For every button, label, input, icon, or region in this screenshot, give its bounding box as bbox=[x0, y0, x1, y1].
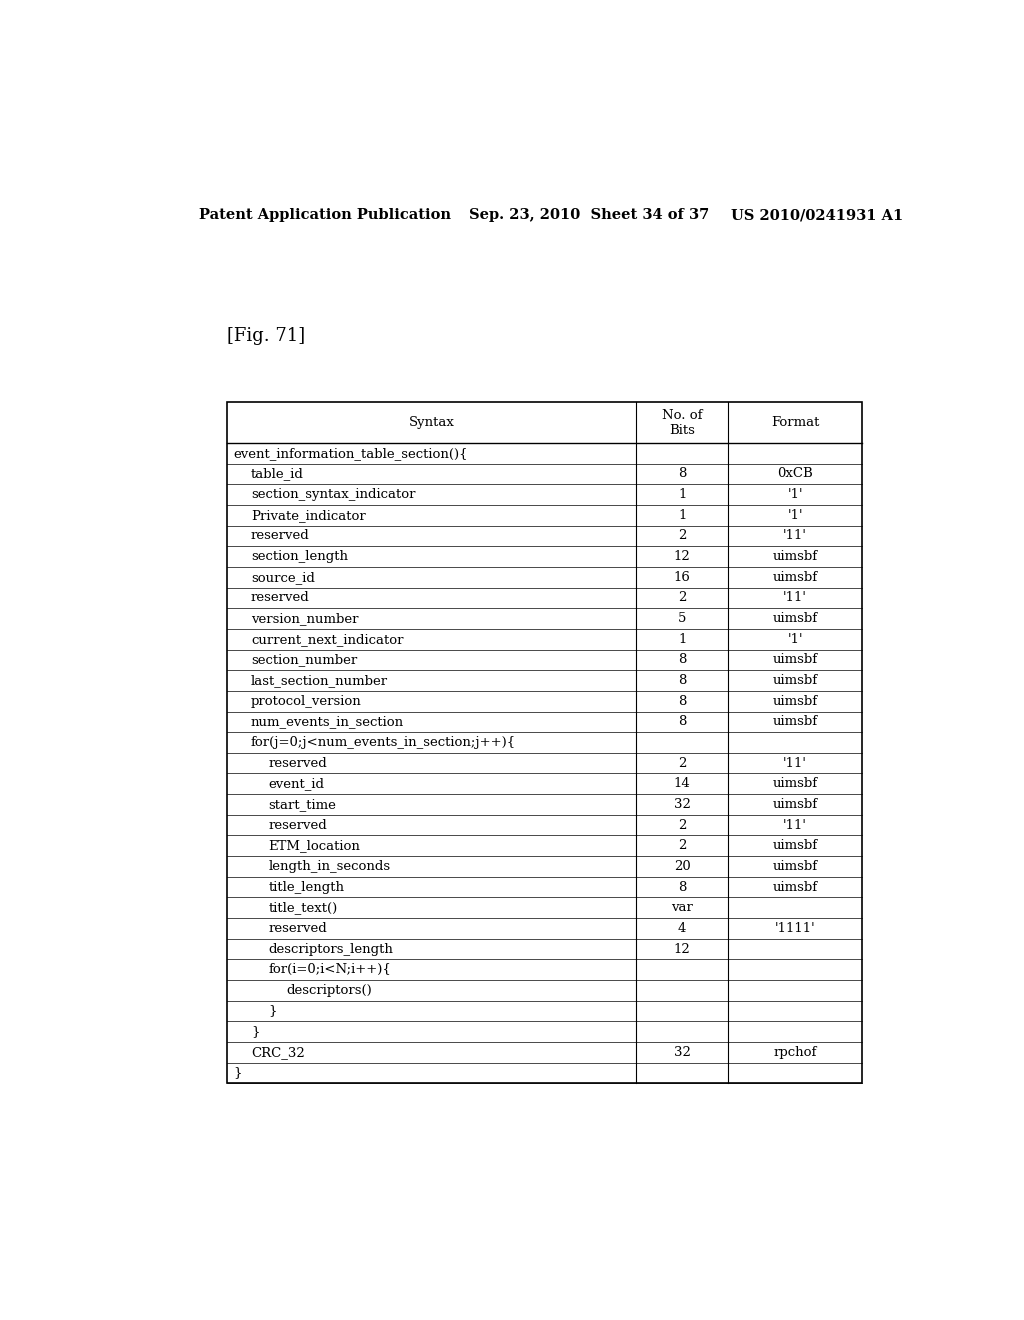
Text: 32: 32 bbox=[674, 799, 690, 810]
Text: uimsbf: uimsbf bbox=[772, 653, 817, 667]
Text: 1: 1 bbox=[678, 488, 686, 502]
Text: 20: 20 bbox=[674, 859, 690, 873]
Text: 8: 8 bbox=[678, 467, 686, 480]
Text: }: } bbox=[268, 1005, 276, 1018]
Text: descriptors(): descriptors() bbox=[286, 983, 372, 997]
Text: source_id: source_id bbox=[251, 570, 315, 583]
Text: reserved: reserved bbox=[268, 921, 328, 935]
Text: table_id: table_id bbox=[251, 467, 304, 480]
Text: 4: 4 bbox=[678, 921, 686, 935]
Text: '1': '1' bbox=[787, 488, 803, 502]
Text: descriptors_length: descriptors_length bbox=[268, 942, 393, 956]
Text: section_syntax_indicator: section_syntax_indicator bbox=[251, 488, 416, 502]
Text: section_number: section_number bbox=[251, 653, 357, 667]
Text: reserved: reserved bbox=[268, 756, 328, 770]
Text: '1111': '1111' bbox=[775, 921, 815, 935]
Text: 12: 12 bbox=[674, 942, 690, 956]
Text: for(i=0;i<N;i++){: for(i=0;i<N;i++){ bbox=[268, 964, 391, 977]
Text: event_information_table_section(){: event_information_table_section(){ bbox=[233, 446, 468, 459]
Text: uimsbf: uimsbf bbox=[772, 799, 817, 810]
Text: '11': '11' bbox=[783, 529, 807, 543]
Text: last_section_number: last_section_number bbox=[251, 675, 388, 686]
Text: US 2010/0241931 A1: US 2010/0241931 A1 bbox=[731, 209, 903, 222]
Text: 1: 1 bbox=[678, 632, 686, 645]
Text: 32: 32 bbox=[674, 1045, 690, 1059]
Text: title_text(): title_text() bbox=[268, 902, 338, 915]
Text: CRC_32: CRC_32 bbox=[251, 1045, 305, 1059]
Text: 5: 5 bbox=[678, 612, 686, 626]
Text: No. of
Bits: No. of Bits bbox=[662, 409, 702, 437]
Text: 14: 14 bbox=[674, 777, 690, 791]
Text: uimsbf: uimsbf bbox=[772, 880, 817, 894]
Text: uimsbf: uimsbf bbox=[772, 840, 817, 853]
Text: num_events_in_section: num_events_in_section bbox=[251, 715, 404, 729]
Text: 8: 8 bbox=[678, 694, 686, 708]
Text: uimsbf: uimsbf bbox=[772, 570, 817, 583]
Text: '11': '11' bbox=[783, 591, 807, 605]
Text: Sep. 23, 2010  Sheet 34 of 37: Sep. 23, 2010 Sheet 34 of 37 bbox=[469, 209, 710, 222]
Text: 2: 2 bbox=[678, 840, 686, 853]
Text: length_in_seconds: length_in_seconds bbox=[268, 859, 390, 873]
Text: [Fig. 71]: [Fig. 71] bbox=[227, 327, 305, 346]
Text: start_time: start_time bbox=[268, 799, 336, 810]
Text: 0xCB: 0xCB bbox=[777, 467, 813, 480]
Text: Syntax: Syntax bbox=[409, 416, 455, 429]
Text: uimsbf: uimsbf bbox=[772, 777, 817, 791]
Text: 8: 8 bbox=[678, 653, 686, 667]
Text: ETM_location: ETM_location bbox=[268, 840, 360, 853]
Text: '11': '11' bbox=[783, 756, 807, 770]
Text: Format: Format bbox=[771, 416, 819, 429]
Text: for(j=0;j<num_events_in_section;j++){: for(j=0;j<num_events_in_section;j++){ bbox=[251, 737, 516, 748]
Text: 16: 16 bbox=[674, 570, 690, 583]
Text: current_next_indicator: current_next_indicator bbox=[251, 632, 403, 645]
Text: uimsbf: uimsbf bbox=[772, 694, 817, 708]
Text: 2: 2 bbox=[678, 818, 686, 832]
Text: reserved: reserved bbox=[268, 818, 328, 832]
Text: title_length: title_length bbox=[268, 880, 344, 894]
Text: 2: 2 bbox=[678, 591, 686, 605]
Text: uimsbf: uimsbf bbox=[772, 675, 817, 686]
Text: uimsbf: uimsbf bbox=[772, 612, 817, 626]
Text: uimsbf: uimsbf bbox=[772, 859, 817, 873]
Text: reserved: reserved bbox=[251, 591, 309, 605]
Text: 8: 8 bbox=[678, 675, 686, 686]
Bar bbox=[227, 403, 862, 1084]
Text: version_number: version_number bbox=[251, 612, 358, 626]
Text: 12: 12 bbox=[674, 550, 690, 564]
Text: uimsbf: uimsbf bbox=[772, 715, 817, 729]
Text: var: var bbox=[672, 902, 693, 915]
Text: 2: 2 bbox=[678, 756, 686, 770]
Text: section_length: section_length bbox=[251, 550, 348, 564]
Text: '11': '11' bbox=[783, 818, 807, 832]
Text: 8: 8 bbox=[678, 880, 686, 894]
Text: }: } bbox=[233, 1067, 242, 1080]
Text: Private_indicator: Private_indicator bbox=[251, 508, 366, 521]
Text: 1: 1 bbox=[678, 508, 686, 521]
Text: protocol_version: protocol_version bbox=[251, 694, 361, 708]
Text: 8: 8 bbox=[678, 715, 686, 729]
Text: uimsbf: uimsbf bbox=[772, 550, 817, 564]
Text: rpchof: rpchof bbox=[773, 1045, 817, 1059]
Text: '1': '1' bbox=[787, 632, 803, 645]
Text: }: } bbox=[251, 1026, 259, 1039]
Text: '1': '1' bbox=[787, 508, 803, 521]
Text: 2: 2 bbox=[678, 529, 686, 543]
Text: event_id: event_id bbox=[268, 777, 325, 791]
Text: reserved: reserved bbox=[251, 529, 309, 543]
Text: Patent Application Publication: Patent Application Publication bbox=[200, 209, 452, 222]
